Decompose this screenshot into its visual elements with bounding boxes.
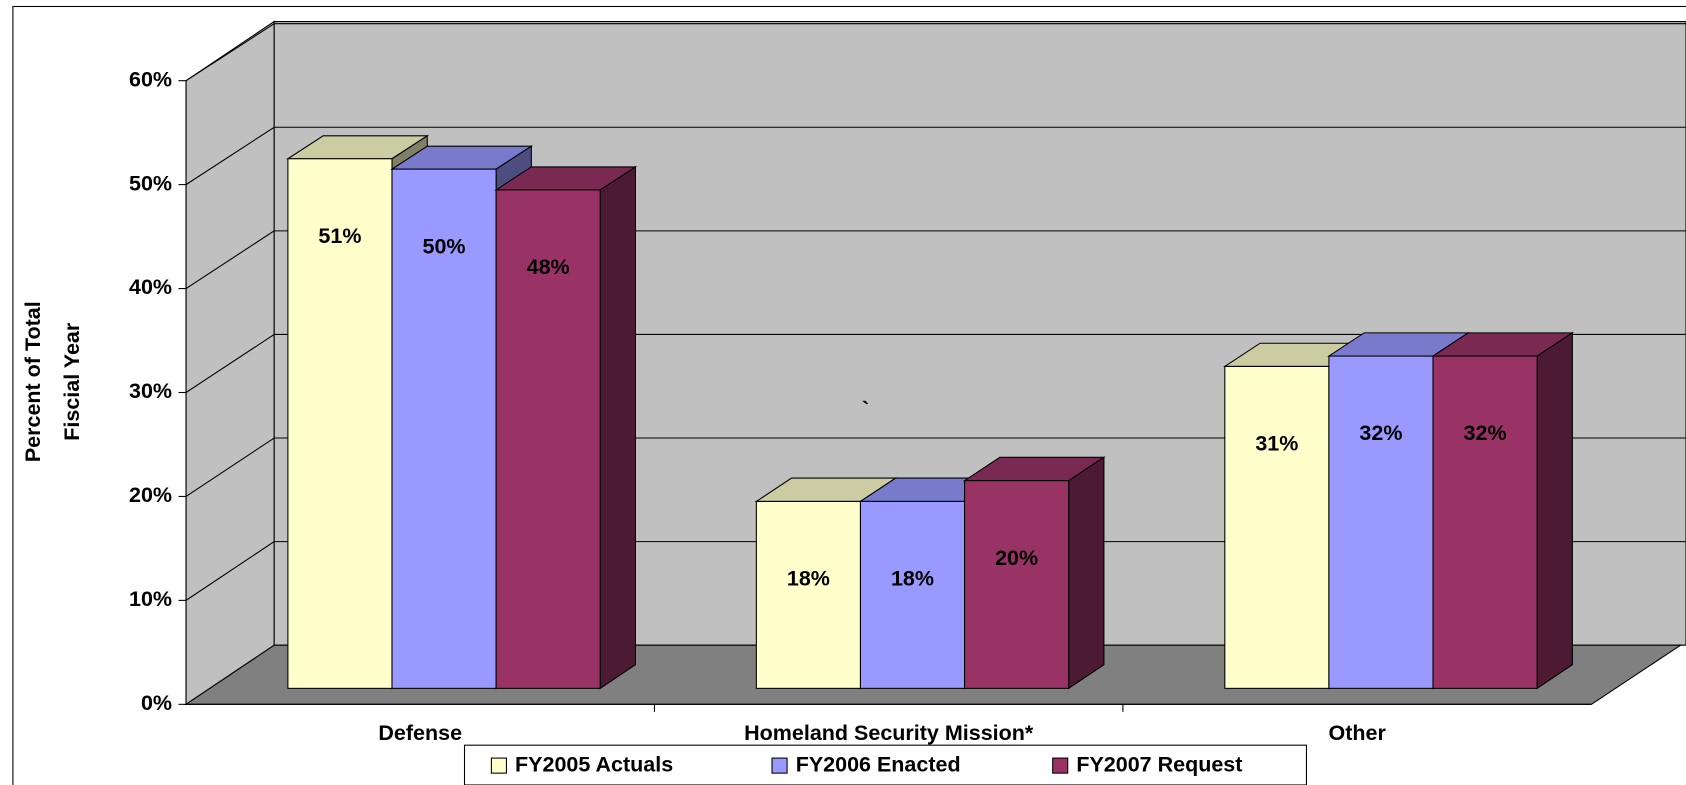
- value-label: 18%: [891, 567, 934, 591]
- bar: [1432, 355, 1538, 689]
- grid-line: [185, 23, 275, 82]
- bar-side: [599, 165, 637, 690]
- legend-swatch: [490, 757, 507, 774]
- value-label: 48%: [527, 255, 570, 279]
- annotation: `: [862, 397, 869, 421]
- grid-line: [185, 333, 275, 393]
- legend-label: FY2006 Enacted: [796, 752, 961, 776]
- value-label: 51%: [318, 224, 361, 248]
- bar: [1224, 365, 1330, 689]
- y-tick-label: 40%: [129, 275, 172, 299]
- grid-line: [185, 230, 275, 290]
- value-label: 31%: [1255, 432, 1298, 456]
- value-label: 32%: [1464, 421, 1507, 445]
- bar: [1328, 355, 1434, 689]
- bar: [964, 480, 1070, 689]
- y-axis-title: Percent of Total: [21, 301, 45, 462]
- y-tick-label: 10%: [129, 587, 172, 611]
- legend-items: FY2005 Actuals FY2006 Enacted FY2007 Reque…: [490, 752, 1242, 776]
- bar: [287, 158, 393, 689]
- bar: [495, 189, 601, 689]
- value-label: 20%: [995, 546, 1038, 570]
- legend-swatch: [771, 757, 788, 774]
- y-axis-title: Fiscial Year: [60, 322, 84, 441]
- value-label: 50%: [423, 234, 466, 258]
- bars: 51% 50% 48% 18% 18% 20% 31% 32% 32%: [286, 134, 1575, 690]
- grid-line: [185, 437, 275, 497]
- y-tick-label: 30%: [129, 379, 172, 403]
- bar-side: [1536, 331, 1573, 690]
- x-tick-label: Homeland Security Mission*: [744, 721, 1034, 745]
- bar: [755, 500, 861, 689]
- y-tick-label: 60%: [129, 67, 172, 91]
- y-tick-label: 50%: [129, 171, 172, 195]
- value-label: 18%: [787, 567, 830, 591]
- legend-swatch: [1052, 757, 1069, 774]
- bar-side: [1068, 456, 1105, 690]
- x-tick-label: Defense: [378, 721, 462, 745]
- grid-line: [185, 126, 275, 186]
- value-label: 32%: [1359, 421, 1402, 445]
- bar: [391, 168, 497, 689]
- bar: [859, 500, 966, 689]
- legend-label: FY2007 Request: [1076, 752, 1242, 776]
- y-tick-label: 20%: [129, 483, 172, 507]
- x-tick-label: Other: [1328, 721, 1386, 745]
- legend-label: FY2005 Actuals: [515, 752, 673, 776]
- grid-line: [185, 541, 275, 601]
- y-tick-label: 0%: [141, 691, 172, 715]
- legend: [463, 744, 1307, 785]
